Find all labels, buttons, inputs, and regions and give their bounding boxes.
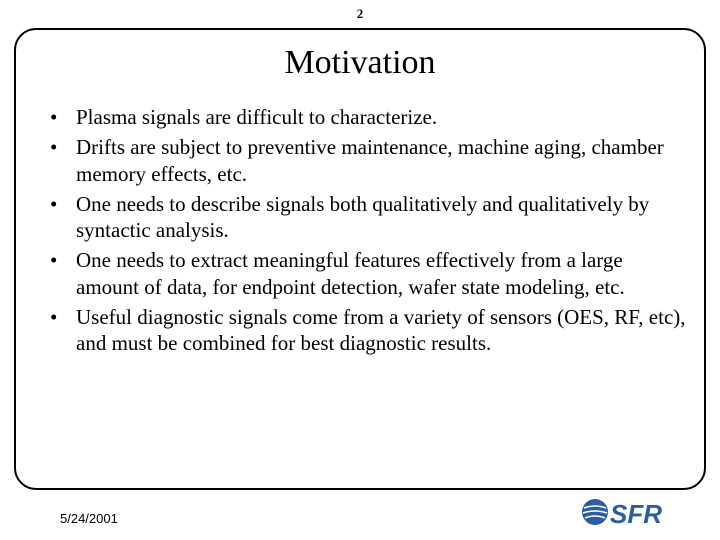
list-item: Plasma signals are difficult to characte… <box>60 104 688 130</box>
list-item: One needs to extract meaningful features… <box>60 247 688 300</box>
content-frame: Motivation Plasma signals are difficult … <box>14 28 706 490</box>
slide-title: Motivation <box>32 44 688 82</box>
sfr-logo-icon: SFR <box>580 494 680 530</box>
page-number: 2 <box>0 6 720 22</box>
list-item: One needs to describe signals both quali… <box>60 191 688 244</box>
list-item: Drifts are subject to preventive mainten… <box>60 134 688 187</box>
svg-text:SFR: SFR <box>610 499 662 529</box>
list-item: Useful diagnostic signals come from a va… <box>60 304 688 357</box>
bullet-list: Plasma signals are difficult to characte… <box>32 104 688 356</box>
sfr-logo: SFR <box>580 494 680 530</box>
footer-date: 5/24/2001 <box>60 511 118 526</box>
slide-page: 2 Motivation Plasma signals are difficul… <box>0 0 720 540</box>
